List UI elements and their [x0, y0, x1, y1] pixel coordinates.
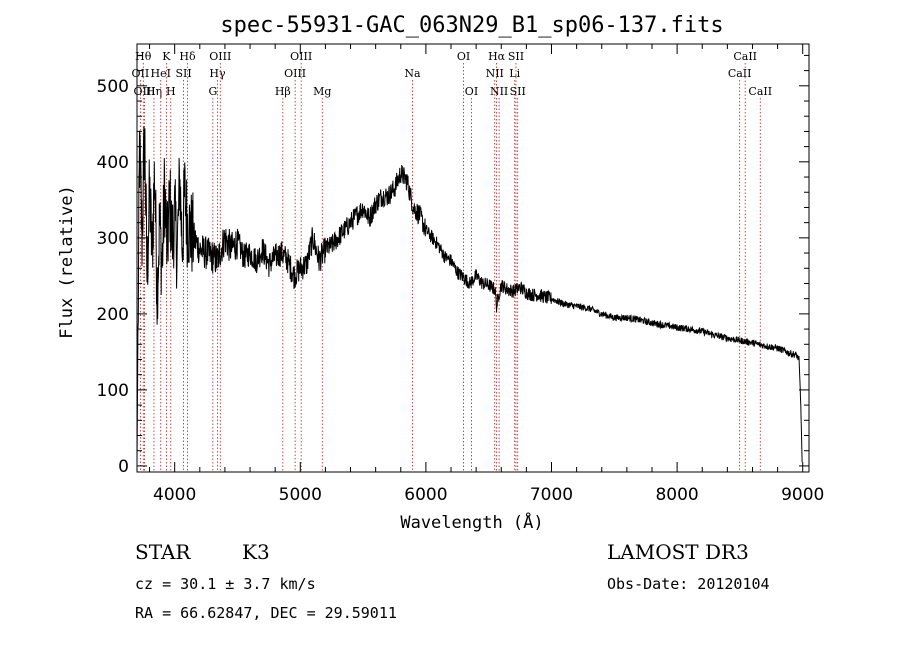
line-label-0: OII [132, 67, 150, 80]
observation-date: Obs-Date: 20120104 [607, 575, 770, 593]
coordinates: RA = 66.62847, DEC = 29.59011 [135, 604, 397, 622]
line-label-17: OI [457, 50, 470, 63]
line-label-1: Hθ [135, 50, 152, 63]
line-label-13: OIII [284, 67, 306, 80]
line-label-14: OIII [290, 50, 312, 63]
x-tick-label-6000: 6000 [404, 485, 447, 505]
object-class: STAR [135, 540, 191, 564]
chart-title: spec-55931-GAC_063N29_B1_sp06-137.fits [220, 13, 723, 38]
spectrum-line [136, 126, 803, 463]
y-tick-label-0: 0 [118, 457, 129, 477]
line-label-24: SII [510, 85, 526, 98]
y-tick-label-200: 200 [97, 305, 129, 325]
line-label-10: Hγ [209, 67, 226, 80]
line-label-3: Hη [146, 85, 162, 98]
line-label-19: NII [486, 67, 504, 80]
x-tick-label-5000: 5000 [279, 485, 322, 505]
line-label-12: Hβ [275, 85, 291, 98]
plot-frame [136, 43, 810, 473]
line-label-15: Mg [313, 85, 331, 98]
line-label-26: CaII [733, 50, 757, 63]
line-label-27: CaII [748, 85, 772, 98]
line-label-4: HeI [151, 67, 171, 80]
x-tick-label-9000: 9000 [781, 485, 824, 505]
line-label-21: NII [490, 85, 508, 98]
y-tick-label-300: 300 [97, 229, 129, 249]
survey-name: LAMOST DR3 [607, 540, 749, 564]
line-label-8: Hδ [179, 50, 196, 63]
line-label-5: K [162, 50, 171, 63]
line-label-22: Li [509, 67, 520, 80]
line-label-16: Na [404, 67, 421, 80]
axis-ticks: 4000 5000 6000 7000 8000 9000 0 100 200 300 400 500 [97, 44, 824, 505]
y-axis-label: Flux (relative) [57, 185, 77, 339]
y-tick-label-400: 400 [97, 153, 129, 173]
line-label-7: SII [175, 67, 191, 80]
x-tick-label-4000: 4000 [153, 485, 196, 505]
object-subclass: K3 [242, 540, 270, 564]
line-label-11: OIII [209, 50, 231, 63]
line-label-2: OIII [134, 85, 156, 98]
line-label-25: CaII [728, 67, 752, 80]
line-label-18: OI [465, 85, 478, 98]
x-axis-label: Wavelength (Å) [400, 511, 543, 533]
redshift-velocity: cz = 30.1 ± 3.7 km/s [135, 575, 316, 593]
line-label-23: SII [508, 50, 524, 63]
y-tick-label-100: 100 [97, 381, 129, 401]
x-tick-label-8000: 8000 [655, 485, 698, 505]
line-label-9: G [208, 85, 217, 98]
line-label-20: Hα [488, 50, 506, 63]
x-tick-label-7000: 7000 [530, 485, 573, 505]
y-tick-label-500: 500 [97, 77, 129, 97]
line-label-6: H [166, 85, 176, 98]
